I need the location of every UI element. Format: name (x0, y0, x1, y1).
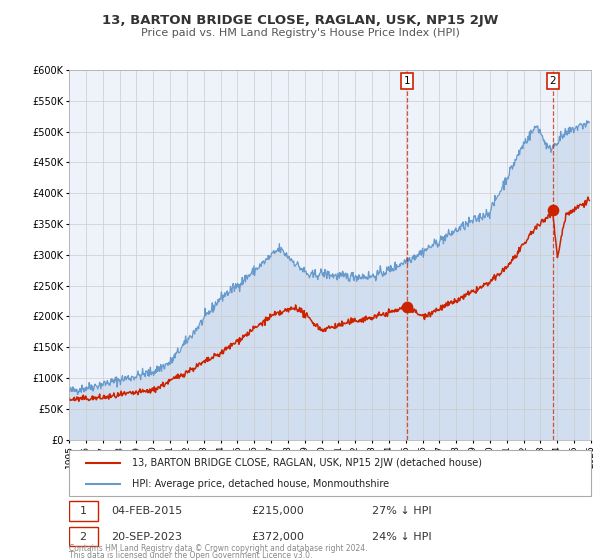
FancyBboxPatch shape (69, 501, 98, 521)
Text: £372,000: £372,000 (252, 531, 305, 542)
Text: £215,000: £215,000 (252, 506, 304, 516)
Text: 2: 2 (80, 531, 86, 542)
Point (548, 206, 557, 215)
Text: This data is licensed under the Open Government Licence v3.0.: This data is licensed under the Open Gov… (69, 551, 313, 560)
Text: 04-FEB-2015: 04-FEB-2015 (111, 506, 182, 516)
Text: 13, BARTON BRIDGE CLOSE, RAGLAN, USK, NP15 2JW: 13, BARTON BRIDGE CLOSE, RAGLAN, USK, NP… (102, 14, 498, 27)
Text: 1: 1 (404, 76, 410, 86)
Text: Contains HM Land Registry data © Crown copyright and database right 2024.: Contains HM Land Registry data © Crown c… (69, 544, 367, 553)
Point (403, 302, 412, 311)
Text: 24% ↓ HPI: 24% ↓ HPI (372, 531, 431, 542)
Text: 1: 1 (80, 506, 86, 516)
Text: 20-SEP-2023: 20-SEP-2023 (111, 531, 182, 542)
FancyBboxPatch shape (69, 527, 98, 547)
Text: Price paid vs. HM Land Registry's House Price Index (HPI): Price paid vs. HM Land Registry's House … (140, 28, 460, 38)
Text: HPI: Average price, detached house, Monmouthshire: HPI: Average price, detached house, Monm… (131, 479, 389, 489)
Text: 27% ↓ HPI: 27% ↓ HPI (372, 506, 431, 516)
Text: 2: 2 (549, 76, 556, 86)
Text: 13, BARTON BRIDGE CLOSE, RAGLAN, USK, NP15 2JW (detached house): 13, BARTON BRIDGE CLOSE, RAGLAN, USK, NP… (131, 458, 482, 468)
FancyBboxPatch shape (69, 450, 591, 496)
